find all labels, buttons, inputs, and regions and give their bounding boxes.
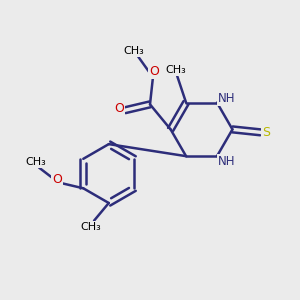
Text: CH₃: CH₃ (123, 46, 144, 56)
Text: NH: NH (218, 155, 235, 168)
Text: CH₃: CH₃ (81, 222, 101, 232)
Text: O: O (114, 102, 124, 115)
Text: O: O (149, 65, 159, 79)
Text: O: O (52, 173, 62, 186)
Text: NH: NH (218, 92, 235, 105)
Text: CH₃: CH₃ (26, 158, 46, 167)
Text: S: S (262, 126, 270, 139)
Text: CH₃: CH₃ (165, 65, 186, 75)
